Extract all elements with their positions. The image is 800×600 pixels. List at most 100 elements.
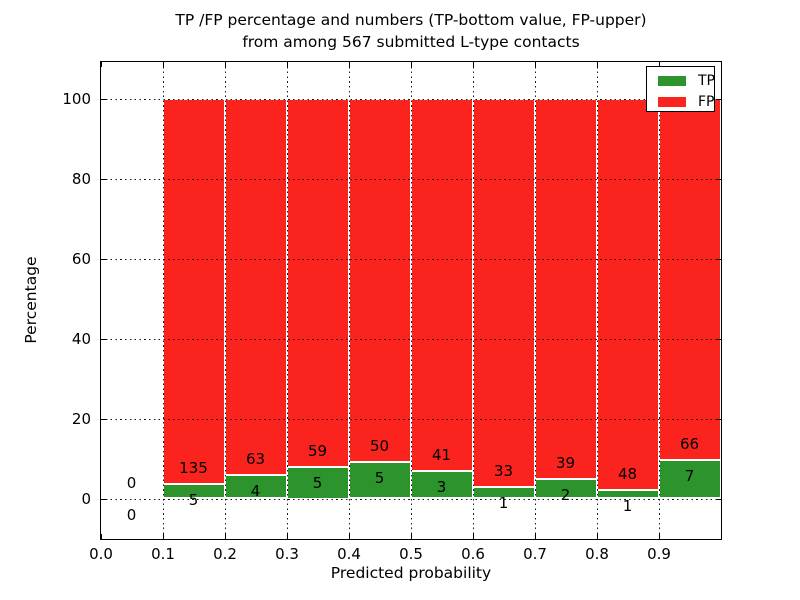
- y-tick-label: 20: [71, 410, 91, 428]
- x-tick-label: 0.4: [337, 545, 361, 563]
- x-tick-label: 0.0: [89, 545, 113, 563]
- x-tick-mark: [534, 61, 536, 67]
- fp-count-label: 48: [617, 465, 638, 484]
- x-tick-label: 0.2: [213, 545, 237, 563]
- bar-segment-fp: [534, 98, 597, 479]
- x-tick-label: 0.8: [585, 545, 609, 563]
- x-tick-mark: [410, 533, 412, 539]
- fp-count-label: 50: [369, 437, 390, 456]
- tp-count-label: 1: [622, 497, 633, 516]
- bar-segment-fp: [596, 98, 659, 491]
- y-axis-label: Percentage: [22, 256, 40, 344]
- x-tick-mark: [596, 61, 598, 67]
- tp-count-label: 4: [250, 481, 261, 500]
- tp-count-label: 1: [498, 493, 509, 512]
- x-tick-mark: [658, 61, 660, 67]
- bar-segment-fp: [472, 98, 535, 487]
- fp-count-label: 41: [431, 446, 452, 465]
- v-gridline: [348, 61, 350, 539]
- fp-count-label: 33: [493, 461, 514, 480]
- x-tick-mark: [162, 61, 164, 67]
- x-tick-mark: [224, 61, 226, 67]
- x-tick-mark: [100, 533, 102, 539]
- fp-count-label: 135: [179, 459, 208, 478]
- tp-count-label: 7: [684, 467, 695, 486]
- x-tick-mark: [410, 61, 412, 67]
- bar-segment-fp: [658, 98, 721, 461]
- v-gridline: [286, 61, 288, 539]
- y-tick-mark: [715, 258, 721, 260]
- x-tick-label: 0.7: [523, 545, 547, 563]
- fp-count-label: 0: [126, 473, 137, 492]
- fp-count-label: 39: [555, 453, 576, 472]
- x-tick-label: 0.3: [275, 545, 299, 563]
- y-tick-mark: [715, 498, 721, 500]
- bar-segment-tp: [286, 467, 349, 499]
- y-tick-label: 100: [62, 90, 91, 108]
- x-tick-mark: [472, 61, 474, 67]
- v-gridline: [162, 61, 164, 539]
- fp-count-label: 66: [679, 435, 700, 454]
- legend-item-fp: FP: [658, 93, 715, 111]
- y-tick-mark: [100, 418, 106, 420]
- chart-title-line1: TP /FP percentage and numbers (TP-bottom…: [175, 11, 647, 29]
- chart-title: TP /FP percentage and numbers (TP-bottom…: [101, 9, 721, 53]
- y-tick-mark: [100, 98, 106, 100]
- y-tick-label: 60: [71, 250, 91, 268]
- tp-count-label: 2: [560, 485, 571, 504]
- tp-count-label: 0: [126, 505, 137, 524]
- bar-segment-fp: [286, 98, 349, 468]
- bar-segment-fp: [162, 98, 225, 485]
- x-tick-label: 0.6: [461, 545, 485, 563]
- fp-count-label: 59: [307, 442, 328, 461]
- y-tick-mark: [715, 98, 721, 100]
- x-tick-label: 0.9: [647, 545, 671, 563]
- v-gridline: [534, 61, 536, 539]
- chart-title-line2: from among 567 submitted L-type contacts: [242, 33, 580, 51]
- y-tick-mark: [715, 418, 721, 420]
- x-tick-mark: [596, 533, 598, 539]
- bar-segment-fp: [410, 98, 473, 472]
- x-axis-label: Predicted probability: [330, 564, 492, 582]
- y-tick-label: 80: [71, 170, 91, 188]
- y-tick-mark: [100, 258, 106, 260]
- tp-count-label: 3: [436, 478, 447, 497]
- x-tick-mark: [348, 61, 350, 67]
- x-tick-mark: [286, 61, 288, 67]
- tp-swatch-icon: [658, 76, 686, 86]
- x-tick-mark: [534, 533, 536, 539]
- y-tick-mark: [100, 338, 106, 340]
- v-gridline: [596, 61, 598, 539]
- bar-segment-tp: [658, 460, 721, 499]
- legend: TP FP: [646, 66, 715, 112]
- v-gridline: [410, 61, 412, 539]
- bar-segment-fp: [348, 98, 411, 463]
- tp-count-label: 5: [188, 491, 199, 510]
- y-tick-mark: [100, 178, 106, 180]
- y-tick-mark: [715, 178, 721, 180]
- plot-area: 0 0 135 5 63 4 59 5 50 5 41 3 33 1 39 2 48 1 66 7: [99, 60, 722, 540]
- tp-count-label: 5: [312, 474, 323, 493]
- x-tick-label: 0.5: [399, 545, 423, 563]
- legend-label-fp: FP: [698, 94, 715, 110]
- bar-segment-fp: [224, 98, 287, 475]
- bar-segment-tp: [348, 462, 411, 499]
- fp-swatch-icon: [658, 97, 686, 107]
- x-tick-mark: [658, 533, 660, 539]
- y-tick-mark: [100, 498, 106, 500]
- x-tick-mark: [472, 533, 474, 539]
- y-tick-label: 40: [71, 330, 91, 348]
- x-tick-mark: [162, 533, 164, 539]
- x-tick-label: 0.1: [151, 545, 175, 563]
- x-tick-mark: [224, 533, 226, 539]
- x-tick-mark: [286, 533, 288, 539]
- v-gridline: [224, 61, 226, 539]
- legend-item-tp: TP: [658, 72, 715, 90]
- tp-count-label: 5: [374, 469, 385, 488]
- x-tick-mark: [348, 533, 350, 539]
- y-tick-mark: [715, 338, 721, 340]
- legend-label-tp: TP: [698, 73, 715, 89]
- fp-count-label: 63: [245, 449, 266, 468]
- y-tick-label: 0: [81, 490, 91, 508]
